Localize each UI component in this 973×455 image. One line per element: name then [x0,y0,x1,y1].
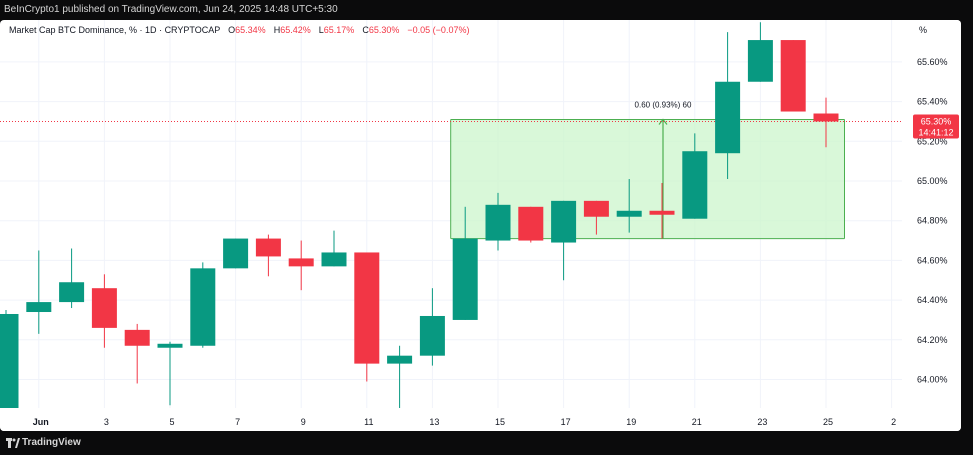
publish-header: BeInCrypto1 published on TradingView.com… [0,0,973,20]
candle-body[interactable] [321,252,347,267]
candle-body[interactable] [124,329,150,346]
low-label: L [318,25,324,35]
brand-name: TradingView [22,437,81,448]
candle-body[interactable] [91,288,117,328]
price-scale[interactable] [902,20,961,431]
candle-body[interactable] [419,315,445,356]
candle-body[interactable] [387,355,413,364]
time-tick-label: 15 [495,417,505,427]
candle-body[interactable] [0,313,19,410]
time-tick-label: 25 [823,417,833,427]
low-value: 65.17% [323,25,355,35]
publish-info: BeInCrypto1 published on TradingView.com… [4,4,338,15]
candle-body[interactable] [452,238,478,320]
price-tick-label: 64.80% [917,216,948,226]
measure-label: 0.60 (0.93%) 60 [635,100,692,109]
open-value: 65.34% [235,25,266,35]
time-tick-label: 11 [364,417,373,427]
candle-body[interactable] [157,343,183,348]
candle-body[interactable] [518,206,544,241]
current-price-badge [913,114,959,139]
chart-panel[interactable]: 0.60 (0.93%) 60% 65.60% 65.40% 65.20% 65.00%… [0,20,961,431]
price-tick-label: 65.60% [917,57,948,67]
candle-body[interactable] [682,151,708,219]
candle-body[interactable] [780,40,806,112]
time-tick-label: 2 [891,417,896,427]
time-tick-label: 21 [692,417,702,427]
change-value: −0.05 (−0.07%) [407,25,470,35]
candle-body[interactable] [255,238,281,257]
symbol-legend: Market Cap BTC Dominance, % · 1D · CRYPT… [9,25,470,35]
candle-body[interactable] [485,204,511,241]
time-tick-label: Jun [33,417,49,427]
candle-body[interactable] [288,258,314,267]
price-tick-label: 64.20% [917,335,948,345]
footer-brand: TradingView [0,431,973,455]
close-label: C [362,25,369,35]
time-tick-label: 7 [235,417,240,427]
symbol-name[interactable]: Market Cap BTC Dominance, % [9,25,138,35]
candle-body[interactable] [813,113,839,122]
candle-body[interactable] [551,200,577,243]
candle-body[interactable] [649,210,675,215]
candle-body[interactable] [26,302,52,313]
measure-arrow-head [658,118,668,125]
candle-body[interactable] [59,282,85,303]
exchange: CRYPTOCAP [164,25,221,35]
high-label: H [273,25,281,35]
time-tick-label: 9 [301,417,306,427]
time-scale[interactable] [0,408,902,431]
candle-body[interactable] [616,210,642,217]
candle-body[interactable] [223,238,249,269]
time-tick-label: 23 [757,417,767,427]
candle-body[interactable] [190,268,216,346]
time-tick-label: 19 [626,417,636,427]
time-tick-label: 5 [169,417,174,427]
candle-body[interactable] [354,252,380,364]
price-tick-label: 64.60% [917,255,948,265]
price-tick-label: 65.40% [917,97,948,107]
candle-body[interactable] [583,200,609,217]
time-tick-label: 17 [561,417,571,427]
candle-body[interactable] [747,40,773,82]
time-tick-label: 13 [429,417,439,427]
price-scale-unit: % [919,25,927,35]
close-value: 65.30% [368,25,400,35]
high-value: 65.42% [280,25,311,35]
price-tick-label: 64.40% [917,295,948,305]
price-tick-label: 65.00% [917,176,948,186]
price-range-box[interactable] [450,119,845,239]
tradingview-logo-icon [6,438,20,448]
price-tick-label: 64.00% [917,375,948,385]
bar-countdown: 14:41:12 [918,127,953,137]
time-tick-label: 3 [104,417,109,427]
candle-body[interactable] [715,81,741,154]
open-label: O [228,25,236,35]
current-price-value: 65.30% [921,116,952,126]
candlestick-chart[interactable]: 0.60 (0.93%) 60% 65.60% 65.40% 65.20% 65.00%… [0,20,961,431]
price-tick-label: 65.20% [917,136,948,146]
interval[interactable]: 1D [145,25,157,35]
